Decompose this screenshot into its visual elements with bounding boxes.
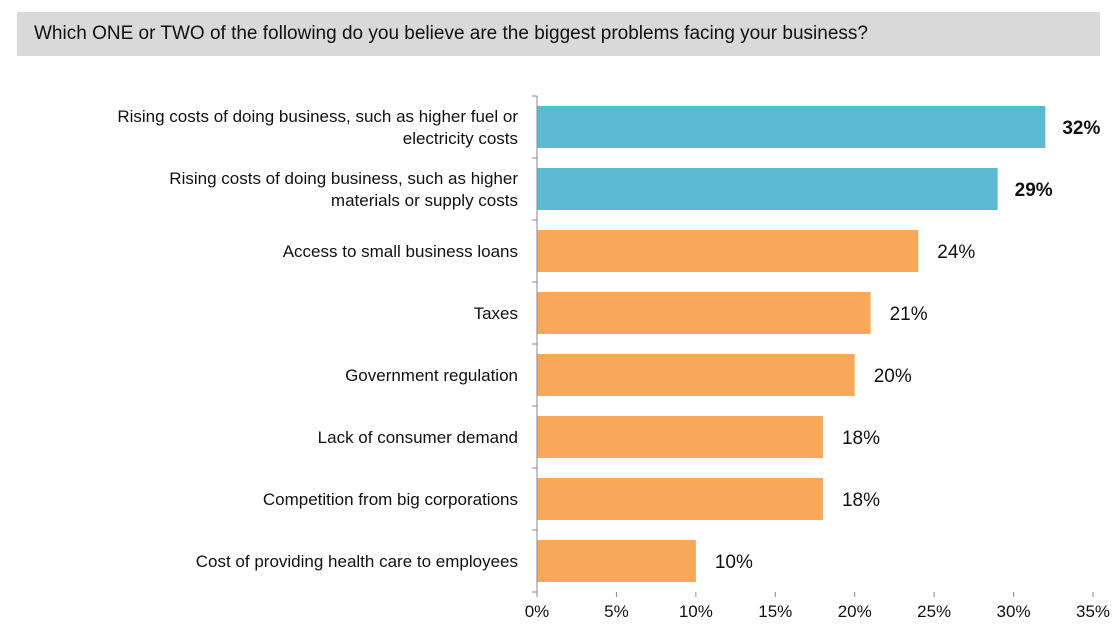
category-label-8: Cost of providing health care to employe… — [196, 552, 518, 571]
bar-5 — [537, 354, 855, 396]
category-label-6: Lack of consumer demand — [318, 428, 518, 447]
value-label-1: 32% — [1062, 118, 1100, 139]
category-label-1: Rising costs of doing business, such as … — [117, 107, 518, 148]
question-text: Which ONE or TWO of the following do you… — [34, 23, 868, 44]
value-label-3: 24% — [937, 242, 975, 263]
value-label-2: 29% — [1015, 180, 1053, 201]
x-tick-label-0: 0% — [525, 602, 550, 621]
x-tick-label-5: 25% — [917, 602, 951, 621]
value-label-5: 20% — [874, 366, 912, 387]
bar-2 — [537, 168, 998, 210]
bar-4 — [537, 292, 871, 334]
value-label-4: 21% — [890, 304, 928, 325]
category-label-4: Taxes — [474, 304, 518, 323]
category-label-2: Rising costs of doing business, such as … — [169, 169, 518, 210]
category-label-3: Access to small business loans — [283, 242, 518, 261]
x-tick-label-2: 10% — [679, 602, 713, 621]
question-banner: Which ONE or TWO of the following do you… — [17, 12, 1100, 56]
value-label-6: 18% — [842, 428, 880, 449]
x-tick-label-7: 35% — [1076, 602, 1110, 621]
category-label-5: Government regulation — [345, 366, 518, 385]
category-label-7: Competition from big corporations — [263, 490, 518, 509]
x-tick-label-1: 5% — [604, 602, 629, 621]
bar-3 — [537, 230, 919, 272]
bar-6 — [537, 416, 823, 458]
value-label-7: 18% — [842, 490, 880, 511]
bar-8 — [537, 540, 696, 582]
x-tick-label-6: 30% — [997, 602, 1031, 621]
bar-1 — [537, 106, 1046, 148]
x-tick-label-4: 20% — [838, 602, 872, 621]
bar-7 — [537, 478, 823, 520]
value-label-8: 10% — [715, 552, 753, 573]
x-tick-label-3: 15% — [758, 602, 792, 621]
